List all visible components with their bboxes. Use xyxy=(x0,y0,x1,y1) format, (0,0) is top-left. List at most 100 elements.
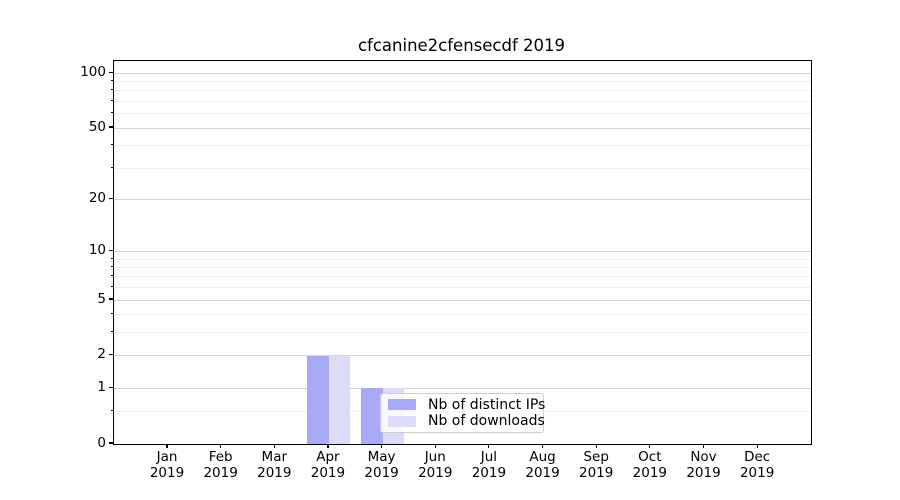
y-minor-tick xyxy=(110,265,113,267)
x-tick-label: Feb 2019 xyxy=(189,449,253,481)
x-tick-month: Apr xyxy=(316,449,340,465)
y-gridline-minor xyxy=(114,276,811,278)
y-minor-tick xyxy=(110,112,113,114)
y-tick xyxy=(109,298,113,300)
x-tick-year: 2019 xyxy=(632,464,668,481)
bar-nb-of-downloads xyxy=(328,355,351,444)
legend-item: Nb of distinct IPs xyxy=(388,397,545,413)
y-tick xyxy=(109,442,113,444)
x-tick xyxy=(273,444,275,448)
x-tick xyxy=(595,444,597,448)
x-tick-label: Jul 2019 xyxy=(457,449,521,481)
x-tick-year: 2019 xyxy=(149,464,185,481)
y-gridline-minor xyxy=(114,113,811,115)
x-tick-month: Sep xyxy=(583,449,609,465)
x-tick-year: 2019 xyxy=(471,464,507,481)
legend-item: Nb of downloads xyxy=(388,413,545,429)
legend: Nb of distinct IPs Nb of downloads xyxy=(380,393,545,433)
x-tick-month: May xyxy=(367,449,396,465)
plot-area: Nb of distinct IPs Nb of downloads xyxy=(113,60,812,445)
x-tick-year: 2019 xyxy=(364,464,399,481)
x-tick xyxy=(541,444,544,448)
y-minor-tick xyxy=(110,286,113,288)
x-tick-month: Mar xyxy=(261,449,288,465)
x-tick-year: 2019 xyxy=(525,464,560,481)
x-tick xyxy=(381,444,383,448)
x-tick-year: 2019 xyxy=(203,464,238,481)
y-gridline-minor xyxy=(114,167,811,169)
x-tick xyxy=(702,444,705,448)
x-tick-label: Apr 2019 xyxy=(296,449,360,481)
legend-swatch xyxy=(388,416,416,427)
y-minor-tick xyxy=(110,80,113,82)
y-tick xyxy=(109,386,113,388)
x-tick-year: 2019 xyxy=(418,464,453,481)
y-tick-label: 1 xyxy=(97,378,106,395)
x-tick-month: Aug xyxy=(529,449,556,465)
y-minor-tick xyxy=(110,409,113,411)
y-gridline-minor xyxy=(114,90,811,92)
legend-swatch xyxy=(388,399,416,410)
x-tick-month: Jul xyxy=(480,449,498,465)
x-tick-label: Dec 2019 xyxy=(725,449,789,481)
y-minor-tick xyxy=(110,144,113,146)
y-gridline-major xyxy=(114,299,811,301)
y-minor-tick xyxy=(110,257,113,259)
y-tick xyxy=(109,197,113,199)
x-tick-label: May 2019 xyxy=(350,449,414,481)
legend-label: Nb of distinct IPs xyxy=(428,396,546,413)
y-tick-label: 20 xyxy=(88,189,106,206)
y-minor-tick xyxy=(110,313,113,315)
x-tick-label: Jun 2019 xyxy=(403,449,467,481)
x-tick-month: Jun xyxy=(424,449,446,465)
x-tick-month: Jan xyxy=(156,449,178,465)
y-gridline-minor xyxy=(114,101,811,103)
y-tick-label: 5 xyxy=(97,290,106,307)
x-tick-label: Sep 2019 xyxy=(564,449,628,481)
y-gridline-major xyxy=(114,127,811,129)
x-tick xyxy=(166,444,168,448)
y-gridline-major xyxy=(114,387,811,389)
y-gridline-minor xyxy=(114,145,811,147)
x-tick-year: 2019 xyxy=(257,464,292,481)
y-tick xyxy=(109,126,113,128)
x-tick-label: Mar 2019 xyxy=(242,449,306,481)
y-tick-label: 10 xyxy=(88,241,106,258)
y-gridline-major xyxy=(114,355,811,357)
y-gridline-minor xyxy=(114,266,811,268)
y-tick-label: 2 xyxy=(97,346,106,363)
legend-label: Nb of downloads xyxy=(428,413,545,430)
y-tick-label: 50 xyxy=(88,118,106,135)
x-tick-year: 2019 xyxy=(310,464,346,481)
x-tick-year: 2019 xyxy=(686,464,721,481)
y-minor-tick xyxy=(110,166,113,168)
y-tick xyxy=(109,71,113,73)
y-tick xyxy=(109,354,113,356)
y-tick xyxy=(109,249,113,251)
y-minor-tick xyxy=(110,100,113,102)
x-tick-month: Nov xyxy=(690,449,717,465)
y-gridline-major xyxy=(114,198,811,200)
x-tick xyxy=(756,444,758,448)
y-minor-tick xyxy=(110,331,113,333)
x-tick-label: Aug 2019 xyxy=(511,449,575,481)
y-tick-label: 0 xyxy=(97,434,106,451)
y-gridline-minor xyxy=(114,287,811,289)
y-gridline-major xyxy=(114,250,811,252)
y-gridline-major xyxy=(114,72,811,74)
x-tick-year: 2019 xyxy=(579,464,614,481)
bar-nb-of-distinct-ips xyxy=(361,388,383,444)
x-tick xyxy=(649,444,651,448)
y-minor-tick xyxy=(110,275,113,277)
x-tick-month: Feb xyxy=(208,449,233,465)
bar-nb-of-distinct-ips xyxy=(307,355,329,444)
y-tick-label: 100 xyxy=(80,63,106,80)
x-tick-year: 2019 xyxy=(739,464,775,481)
x-tick-month: Dec xyxy=(744,449,771,465)
y-gridline-minor xyxy=(114,81,811,83)
y-gridline-minor xyxy=(114,314,811,316)
chart-title: cfcanine2cfensecdf 2019 xyxy=(357,36,566,55)
y-gridline-minor xyxy=(114,258,811,260)
x-tick-label: Jan 2019 xyxy=(135,449,199,481)
